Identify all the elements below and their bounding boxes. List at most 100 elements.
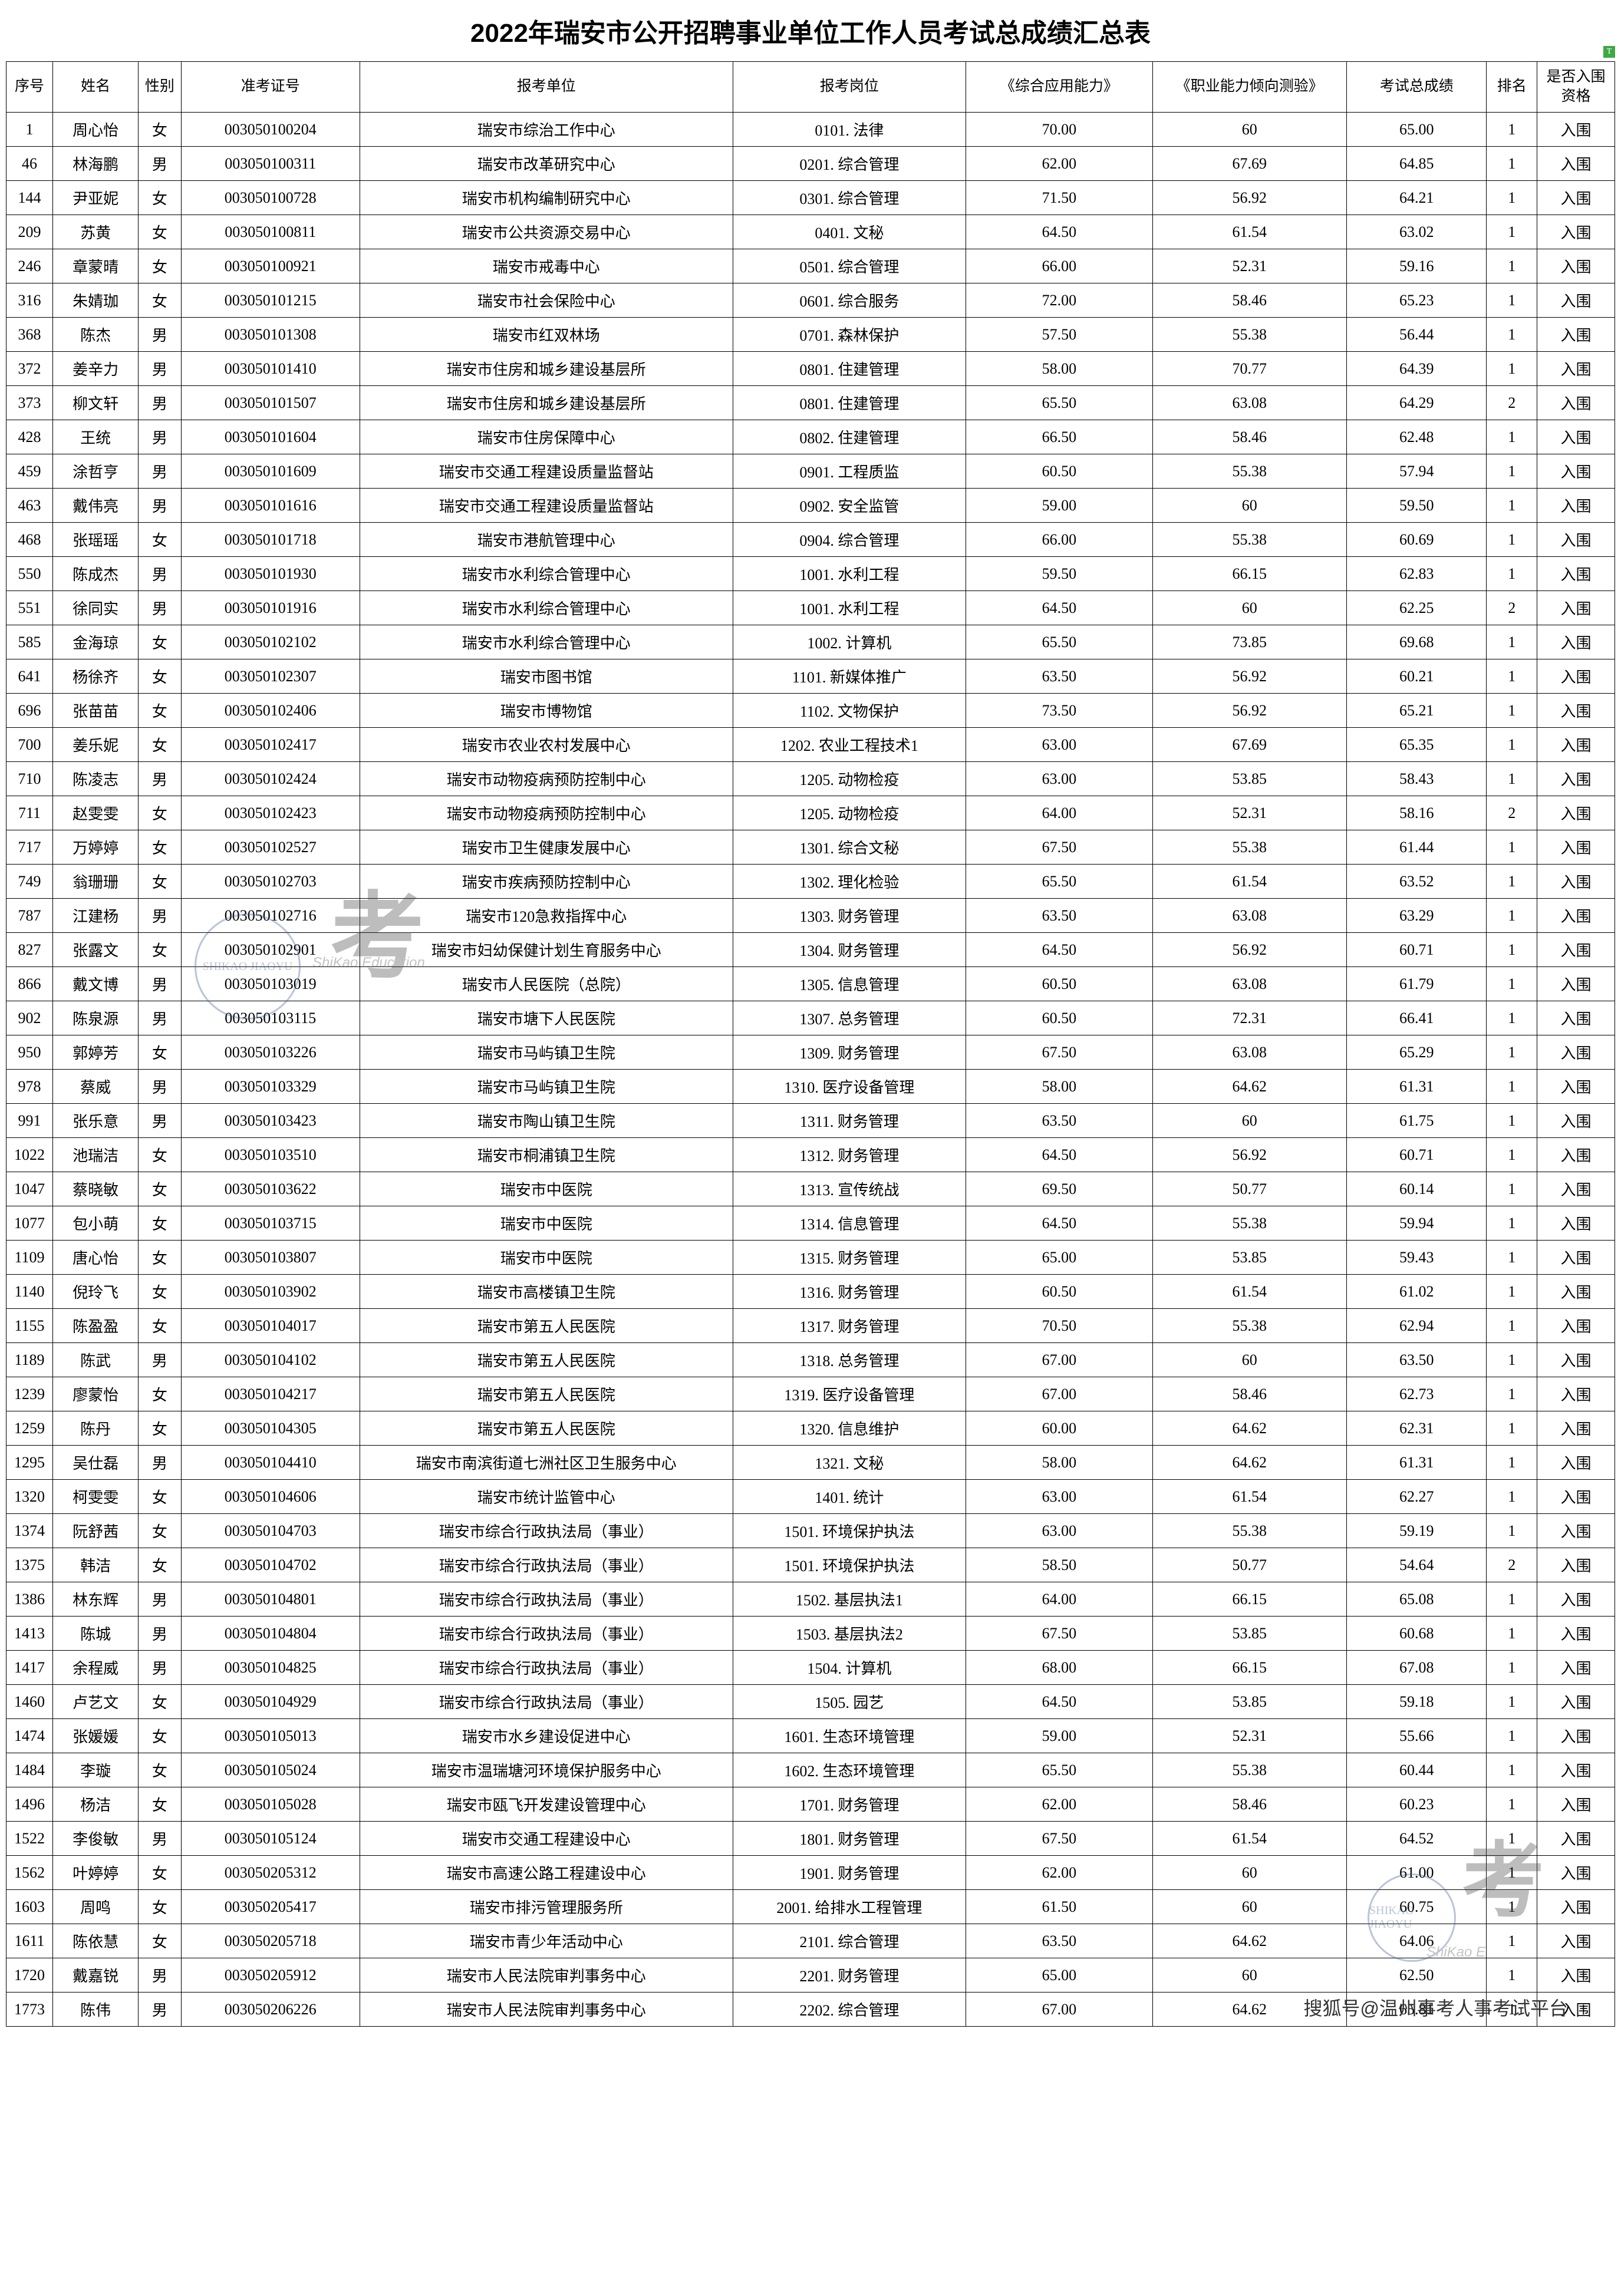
cell-ticket: 003050104410 <box>181 1446 360 1480</box>
cell-name: 蔡威 <box>53 1070 139 1104</box>
cell-ticket: 003050101507 <box>181 386 360 420</box>
cell-score1: 67.50 <box>966 1617 1152 1651</box>
cell-ticket: 003050102307 <box>181 659 360 694</box>
cell-gender: 男 <box>139 489 182 523</box>
results-table: 序号 姓名 性别 准考证号 报考单位 报考岗位 《综合应用能力》 《职业能力倾向… <box>6 61 1615 2027</box>
cell-rank: 1 <box>1487 659 1537 694</box>
cell-score1: 59.00 <box>966 489 1152 523</box>
table-row: 1077包小萌女003050103715瑞安市中医院1314. 信息管理64.5… <box>6 1206 1615 1241</box>
cell-unit: 瑞安市人民法院审判事务中心 <box>360 1992 733 2027</box>
table-row: 1603周鸣女003050205417瑞安市排污管理服务所2001. 给排水工程… <box>6 1890 1615 1924</box>
cell-qualify: 入围 <box>1537 1856 1615 1890</box>
header-score1: 《综合应用能力》 <box>966 62 1152 113</box>
cell-score2: 64.62 <box>1152 1070 1347 1104</box>
cell-name: 周心怡 <box>53 113 139 147</box>
cell-position: 0601. 综合服务 <box>733 283 966 318</box>
cell-unit: 瑞安市综合行政执法局（事业） <box>360 1548 733 1582</box>
cell-score1: 60.00 <box>966 1411 1152 1446</box>
cell-qualify: 入围 <box>1537 1514 1615 1548</box>
table-row: 368陈杰男003050101308瑞安市红双林场0701. 森林保护57.50… <box>6 318 1615 352</box>
cell-position: 1401. 统计 <box>733 1480 966 1514</box>
cell-unit: 瑞安市水乡建设促进中心 <box>360 1719 733 1753</box>
cell-ticket: 003050103226 <box>181 1035 360 1070</box>
cell-name: 陈杰 <box>53 318 139 352</box>
cell-total: 59.50 <box>1347 489 1487 523</box>
cell-position: 2202. 综合管理 <box>733 1992 966 2027</box>
cell-score2: 58.46 <box>1152 1377 1347 1411</box>
cell-qualify: 入围 <box>1537 1070 1615 1104</box>
cell-qualify: 入围 <box>1537 1924 1615 1958</box>
cell-gender: 男 <box>139 147 182 181</box>
cell-total: 64.52 <box>1347 1822 1487 1856</box>
cell-name: 陈泉源 <box>53 1001 139 1035</box>
cell-rank: 1 <box>1487 933 1537 967</box>
cell-total: 67.08 <box>1347 1651 1487 1685</box>
cell-score1: 68.00 <box>966 1651 1152 1685</box>
cell-gender: 男 <box>139 1651 182 1685</box>
cell-name: 陈依慧 <box>53 1924 139 1958</box>
cell-score1: 62.00 <box>966 1787 1152 1822</box>
cell-unit: 瑞安市改革研究中心 <box>360 147 733 181</box>
cell-name: 张瑶瑶 <box>53 523 139 557</box>
cell-gender: 女 <box>139 659 182 694</box>
table-body: 1周心怡女003050100204瑞安市综治工作中心0101. 法律70.006… <box>6 113 1615 2027</box>
cell-position: 1316. 财务管理 <box>733 1275 966 1309</box>
cell-score2: 63.08 <box>1152 386 1347 420</box>
cell-gender: 女 <box>139 1309 182 1343</box>
cell-ticket: 003050103019 <box>181 967 360 1001</box>
cell-name: 徐同实 <box>53 591 139 625</box>
table-row: 1022池瑞洁女003050103510瑞安市桐浦镇卫生院1312. 财务管理6… <box>6 1138 1615 1172</box>
cell-gender: 男 <box>139 1343 182 1377</box>
cell-qualify: 入围 <box>1537 1958 1615 1992</box>
cell-position: 1318. 总务管理 <box>733 1343 966 1377</box>
cell-score2: 58.46 <box>1152 1787 1347 1822</box>
table-row: 950郭婷芳女003050103226瑞安市马屿镇卫生院1309. 财务管理67… <box>6 1035 1615 1070</box>
cell-name: 倪玲飞 <box>53 1275 139 1309</box>
cell-unit: 瑞安市动物疫病预防控制中心 <box>360 796 733 830</box>
cell-qualify: 入围 <box>1537 489 1615 523</box>
cell-qualify: 入围 <box>1537 1822 1615 1856</box>
cell-total: 61.31 <box>1347 1070 1487 1104</box>
cell-qualify: 入围 <box>1537 899 1615 933</box>
cell-qualify: 入围 <box>1537 1104 1615 1138</box>
table-row: 1周心怡女003050100204瑞安市综治工作中心0101. 法律70.006… <box>6 113 1615 147</box>
cell-gender: 男 <box>139 762 182 796</box>
cell-score1: 65.50 <box>966 625 1152 659</box>
cell-score1: 65.50 <box>966 1753 1152 1787</box>
cell-gender: 男 <box>139 1446 182 1480</box>
cell-score1: 72.00 <box>966 283 1152 318</box>
cell-score2: 61.54 <box>1152 215 1347 249</box>
cell-gender: 女 <box>139 796 182 830</box>
cell-score1: 66.00 <box>966 523 1152 557</box>
cell-qualify: 入围 <box>1537 386 1615 420</box>
cell-unit: 瑞安市塘下人民医院 <box>360 1001 733 1035</box>
cell-seq: 1484 <box>6 1753 53 1787</box>
cell-position: 1101. 新媒体推广 <box>733 659 966 694</box>
cell-rank: 1 <box>1487 113 1537 147</box>
cell-position: 1304. 财务管理 <box>733 933 966 967</box>
cell-seq: 468 <box>6 523 53 557</box>
cell-qualify: 入围 <box>1537 1582 1615 1617</box>
cell-position: 1307. 总务管理 <box>733 1001 966 1035</box>
cell-rank: 2 <box>1487 1548 1537 1582</box>
cell-name: 杨洁 <box>53 1787 139 1822</box>
cell-unit: 瑞安市交通工程建设质量监督站 <box>360 489 733 523</box>
table-row: 246章蒙晴女003050100921瑞安市戒毒中心0501. 综合管理66.0… <box>6 249 1615 283</box>
cell-unit: 瑞安市高楼镇卫生院 <box>360 1275 733 1309</box>
table-row: 1155陈盈盈女003050104017瑞安市第五人民医院1317. 财务管理7… <box>6 1309 1615 1343</box>
cell-total: 62.27 <box>1347 1480 1487 1514</box>
cell-score1: 59.50 <box>966 557 1152 591</box>
table-row: 710陈凌志男003050102424瑞安市动物疫病预防控制中心1205. 动物… <box>6 762 1615 796</box>
cell-total: 60.14 <box>1347 1172 1487 1206</box>
cell-total: 60.21 <box>1347 659 1487 694</box>
cell-score1: 69.50 <box>966 1172 1152 1206</box>
cell-score1: 65.50 <box>966 386 1152 420</box>
cell-total: 61.75 <box>1347 1104 1487 1138</box>
cell-rank: 1 <box>1487 1343 1537 1377</box>
cell-gender: 女 <box>139 1719 182 1753</box>
cell-name: 张苗苗 <box>53 694 139 728</box>
cell-ticket: 003050105024 <box>181 1753 360 1787</box>
cell-name: 戴伟亮 <box>53 489 139 523</box>
cell-score1: 60.50 <box>966 967 1152 1001</box>
cell-rank: 1 <box>1487 557 1537 591</box>
